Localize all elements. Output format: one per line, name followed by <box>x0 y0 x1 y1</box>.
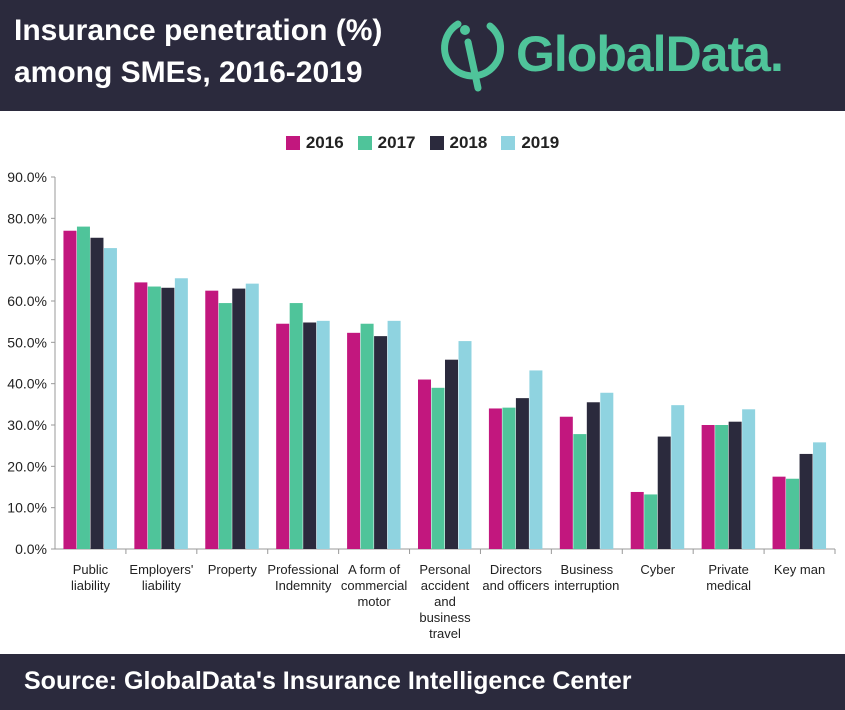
legend-item-2016: 2016 <box>285 133 344 153</box>
bar-chart: 0.0% 10.0% 20.0% 30.0% 40.0% 50.0% 60.0% 70.0% 8… <box>7 169 836 641</box>
legend-label: 2019 <box>521 133 560 152</box>
bar-2019 <box>245 283 259 549</box>
x-tick-label: Public liability <box>71 562 111 593</box>
bar-2018 <box>303 322 317 549</box>
bar-2018 <box>515 398 529 549</box>
y-tick-label: 50.0% <box>7 334 47 350</box>
page-title: Insurance penetration (%) among SMEs, 20… <box>14 14 383 89</box>
bar-2017 <box>786 478 800 549</box>
y-tick-label: 60.0% <box>7 293 47 309</box>
bar-2019 <box>600 392 614 549</box>
bar-2016 <box>205 290 219 549</box>
bar-2016 <box>559 416 573 549</box>
x-tick-label: Property <box>208 562 258 577</box>
bar-2017 <box>431 387 445 549</box>
legend-swatch <box>357 136 372 150</box>
bar-2019 <box>174 278 188 549</box>
header-banner: Insurance penetration (%) among SMEs, 20… <box>0 0 845 111</box>
bar-2019 <box>458 341 472 549</box>
footer-banner: Source: GlobalData's Insurance Intellige… <box>0 654 845 710</box>
legend-swatch <box>285 136 300 150</box>
chart-legend: 2016 2017 2018 2019 <box>0 130 845 156</box>
legend-item-2017: 2017 <box>357 133 416 153</box>
source-note: Source: GlobalData's Insurance Intellige… <box>24 667 632 695</box>
bar-2019 <box>316 320 330 549</box>
y-tick-label: 70.0% <box>7 252 47 268</box>
x-tick-label: Cyber <box>640 562 675 577</box>
logo-wordmark: GlobalData. <box>516 26 784 82</box>
legend-swatch <box>501 136 516 150</box>
bar-2016 <box>276 323 290 549</box>
y-tick-label: 40.0% <box>7 376 47 392</box>
bar-2018 <box>799 453 813 549</box>
bar-2016 <box>418 379 431 549</box>
bar-2017 <box>573 434 587 549</box>
x-tick-label: Employers' liability <box>129 562 193 593</box>
bar-2016 <box>347 332 361 549</box>
bar-2018 <box>728 421 742 549</box>
bar-2018 <box>232 288 246 549</box>
y-tick-label: 30.0% <box>7 417 47 433</box>
bar-2018 <box>161 287 175 549</box>
legend-item-2018: 2018 <box>429 133 488 153</box>
x-tick-label: A form of commercial motor <box>341 562 408 609</box>
bar-2019 <box>103 248 117 549</box>
x-tick-label: Private medical <box>706 562 751 593</box>
globaldata-logo: GlobalData. <box>438 14 838 94</box>
legend-label: 2016 <box>305 133 344 152</box>
bar-2017 <box>502 407 516 549</box>
bar-2018 <box>90 237 104 549</box>
y-tick-label: 0.0% <box>15 541 47 557</box>
x-tick-label: Key man <box>774 562 825 577</box>
legend-item-2019: 2019 <box>501 133 559 153</box>
y-tick-label: 10.0% <box>7 500 47 516</box>
bar-2018 <box>586 402 600 549</box>
y-tick-label: 90.0% <box>7 169 47 185</box>
bar-2016 <box>772 476 786 549</box>
bar-2016 <box>488 408 502 549</box>
bar-2019 <box>671 405 685 549</box>
bar-2018 <box>657 436 671 549</box>
bar-2016 <box>63 230 77 549</box>
bar-2018 <box>445 359 458 549</box>
bar-2019 <box>813 442 827 549</box>
legend-label: 2018 <box>449 133 488 152</box>
bar-2017 <box>360 323 374 549</box>
x-tick-label: Professional Indemnity <box>267 562 339 593</box>
bar-2019 <box>529 370 543 549</box>
legend-label: 2017 <box>377 133 416 152</box>
bar-2017 <box>147 286 161 549</box>
globaldata-logo-icon <box>441 20 505 92</box>
bar-2017 <box>289 303 303 549</box>
bar-2018 <box>374 336 388 549</box>
bar-2016 <box>701 425 715 549</box>
x-tick-label: Business interruption <box>554 562 619 593</box>
y-tick-label: 20.0% <box>7 458 47 474</box>
bar-2017 <box>715 425 729 549</box>
bar-2016 <box>134 282 148 549</box>
bar-2017 <box>644 494 658 549</box>
x-tick-label: Directors and officers <box>482 562 549 593</box>
y-tick-label: 80.0% <box>7 210 47 226</box>
bar-2019 <box>387 320 401 549</box>
x-tick-label: Personal accident and business travel <box>419 562 471 641</box>
bar-2016 <box>630 491 644 549</box>
bar-2017 <box>218 303 232 549</box>
bar-2019 <box>742 409 756 549</box>
bar-2017 <box>76 226 90 549</box>
legend-swatch <box>429 136 444 150</box>
